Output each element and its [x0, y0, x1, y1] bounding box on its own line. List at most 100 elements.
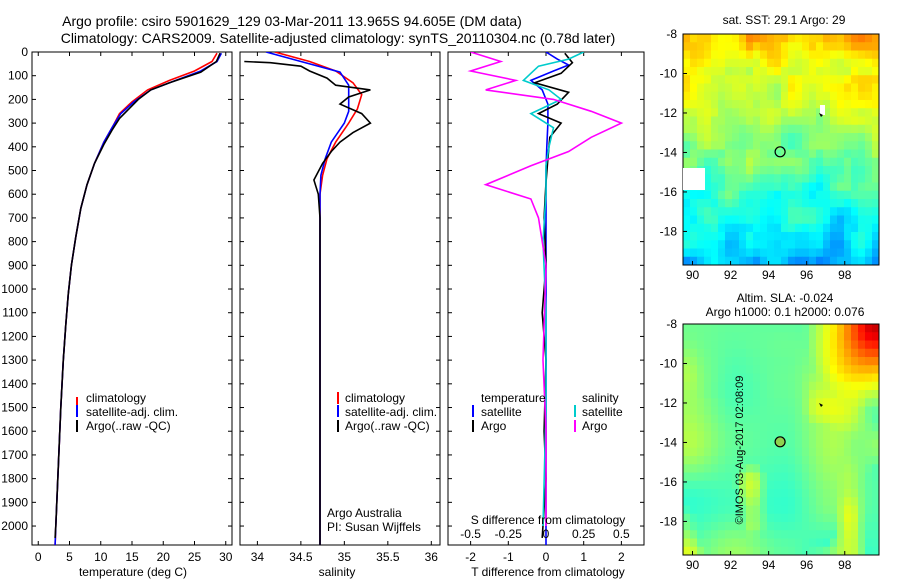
map-cell: [795, 42, 803, 52]
map-cell: [704, 58, 712, 68]
map-cell: [753, 439, 761, 449]
map-cell: [858, 223, 866, 233]
map-cell: [732, 166, 740, 175]
x-tick-label: 35.5: [376, 550, 400, 564]
map-cell: [788, 91, 796, 101]
map-cell: [872, 398, 879, 408]
map-cell: [795, 157, 803, 167]
map-cell: [844, 414, 852, 424]
map-cell: [865, 83, 873, 93]
map-cell: [837, 83, 845, 93]
salinity-axes: [239, 51, 441, 546]
map-cell: [732, 357, 740, 366]
map-cell: [697, 124, 705, 134]
map-cell: [718, 58, 726, 68]
map-cell: [725, 538, 733, 548]
map-cell: [760, 489, 768, 498]
map-cell: [753, 232, 761, 241]
map-cell: [851, 182, 859, 192]
map-cell: [683, 414, 691, 424]
map-cell: [683, 340, 691, 350]
float-track: [819, 403, 823, 407]
map-cell: [760, 472, 768, 482]
map-cell: [851, 42, 859, 52]
map-cell: [739, 124, 747, 134]
map-cell: [865, 423, 873, 432]
map-cell: [781, 240, 789, 250]
map-cell: [865, 439, 873, 449]
map-cell: [816, 199, 824, 208]
y-tick-label: 600: [8, 187, 28, 201]
map-cell: [732, 505, 740, 515]
map-cell: [823, 390, 831, 399]
map-cell: [788, 522, 796, 531]
map-cell: [858, 365, 866, 375]
map-cell: [830, 248, 838, 258]
map-cell: [802, 91, 810, 101]
map-cell: [823, 42, 831, 52]
map-cell: [760, 497, 768, 507]
map-cell: [725, 133, 733, 142]
map-cell: [795, 199, 803, 208]
map-cell: [802, 439, 810, 449]
map-cell: [711, 75, 719, 85]
map-cell: [802, 365, 810, 375]
map-cell: [711, 472, 719, 482]
map-cell: [690, 83, 698, 93]
map-cell: [816, 108, 824, 118]
map-cell: [865, 42, 873, 52]
map-cell: [697, 497, 705, 507]
map-cell: [704, 423, 712, 432]
map-cell: [781, 414, 789, 424]
map-cell: [781, 256, 789, 265]
map-cell: [760, 365, 768, 375]
map-cell: [732, 489, 740, 498]
map-cell: [725, 340, 733, 350]
map-cell: [704, 406, 712, 416]
map-cell: [823, 505, 831, 515]
map-cell: [858, 248, 866, 258]
map-cell: [795, 174, 803, 184]
map-cell: [739, 100, 747, 109]
map-cell: [809, 497, 817, 507]
map-cell: [872, 381, 879, 391]
map-cell: [753, 381, 761, 391]
map-cell: [725, 157, 733, 167]
map-cell: [718, 447, 726, 457]
map-cell: [865, 489, 873, 498]
map-cell: [725, 464, 733, 474]
map-cell: [760, 348, 768, 358]
map-cell: [753, 199, 761, 208]
legend-t-argo: Argo: [481, 419, 507, 433]
map-cell: [788, 207, 796, 217]
map-cell: [711, 248, 719, 258]
map-cell: [753, 248, 761, 258]
map-cell: [844, 149, 852, 159]
map-cell: [830, 166, 838, 175]
map-cell: [858, 447, 866, 457]
map-cell: [683, 373, 691, 383]
map-cell: [697, 116, 705, 126]
temperature-legend: climatology satellite-adj. clim. Argo(..…: [76, 391, 178, 433]
map-cell: [704, 340, 712, 350]
map-cell: [844, 522, 852, 531]
map-cell: [872, 157, 879, 167]
map-cell: [830, 530, 838, 540]
map-cell: [746, 75, 754, 85]
map-cell: [683, 34, 691, 43]
map-cell: [823, 248, 831, 258]
map-cell: [711, 182, 719, 192]
map-cell: [816, 373, 824, 383]
x-tick-label: 1: [580, 550, 587, 564]
map-cell: [697, 447, 705, 457]
map-cell: [760, 447, 768, 457]
map-cell: [802, 223, 810, 233]
y-tick-label: 1300: [1, 353, 28, 367]
map-cell: [690, 108, 698, 118]
map-cell: [746, 489, 754, 498]
map-cell: [753, 398, 761, 408]
map-cell: [795, 207, 803, 217]
map-cell: [788, 116, 796, 126]
map-cell: [865, 348, 873, 358]
map-cell: [774, 423, 782, 432]
